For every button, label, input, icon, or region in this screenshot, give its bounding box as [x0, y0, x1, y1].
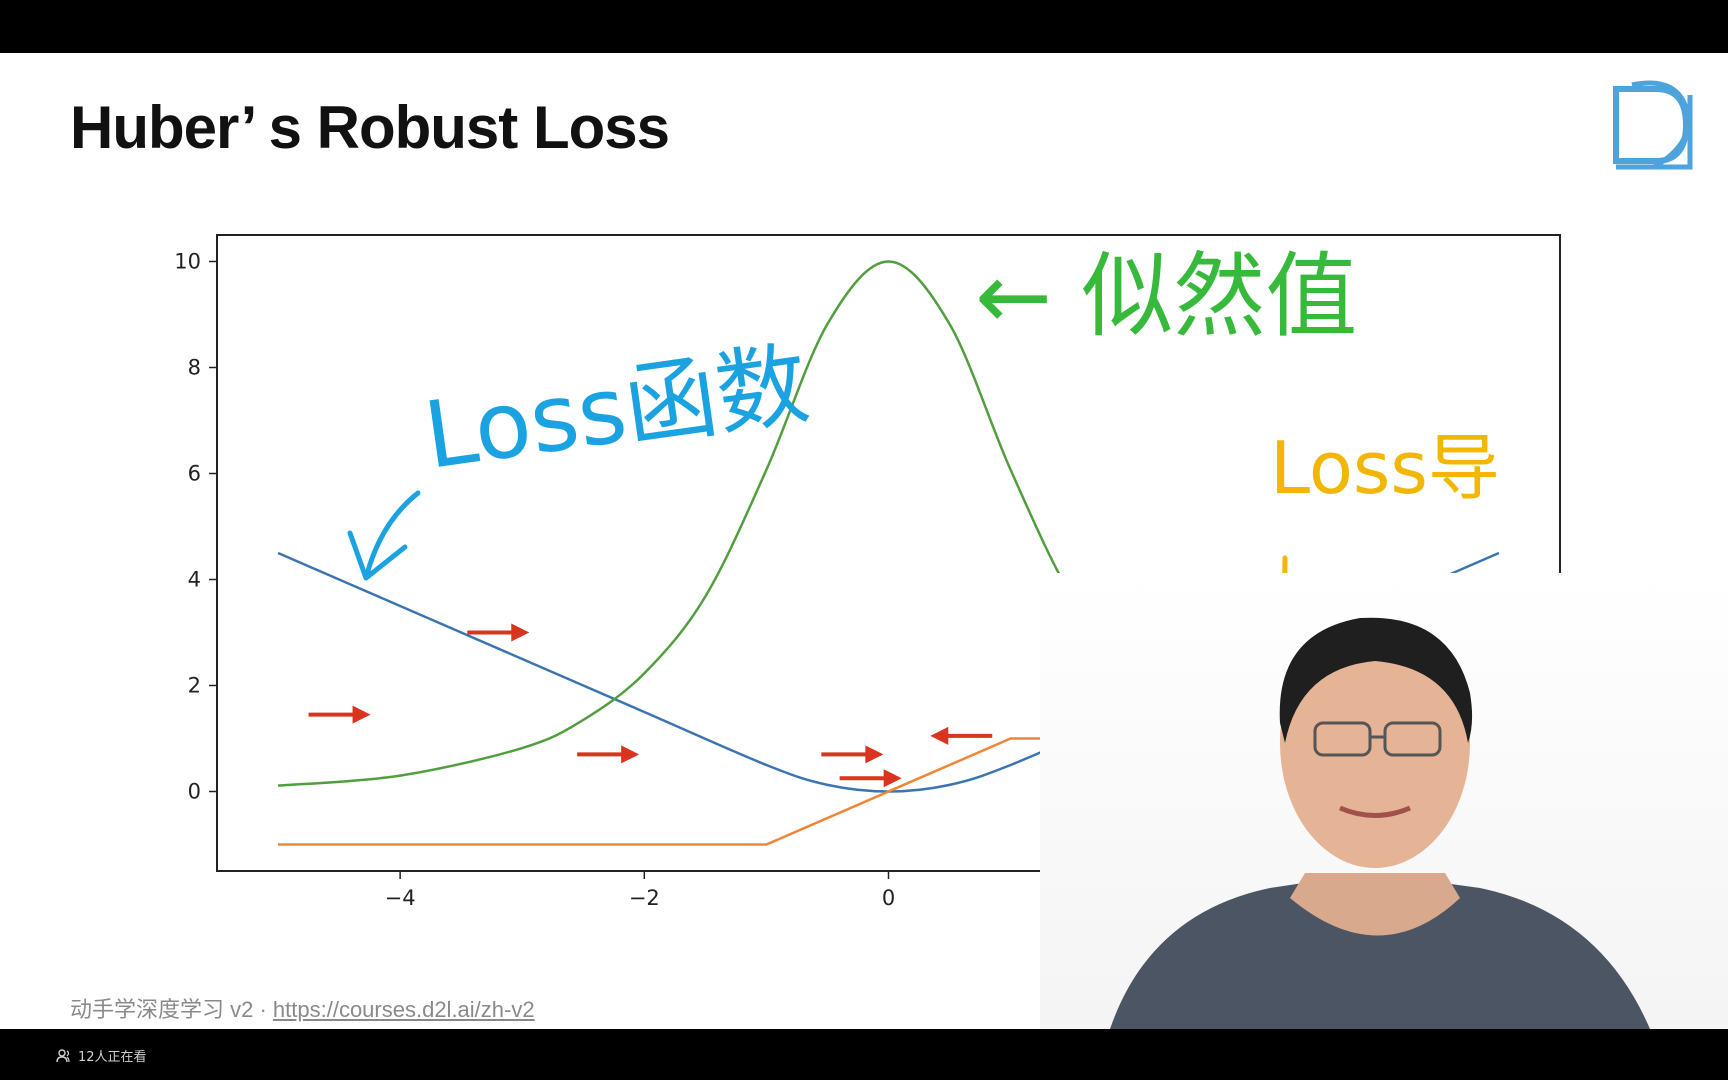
people-icon	[56, 1048, 70, 1062]
viewer-count-text: 12人正在看	[78, 1050, 147, 1065]
y-tick-label: 10	[174, 250, 201, 274]
viewer-count: 12人正在看	[56, 1046, 147, 1065]
slide-footer: 动手学深度学习 v2 · https://courses.d2l.ai/zh-v…	[70, 992, 535, 1024]
d2l-logo-icon	[1613, 80, 1693, 170]
gradient-arrow	[467, 623, 530, 642]
y-tick-label: 2	[188, 674, 201, 698]
gradient-arrow	[308, 705, 371, 724]
gradient-arrow	[821, 745, 884, 764]
bottom-black-bar: 12人正在看	[0, 1029, 1728, 1080]
course-link[interactable]: https://courses.d2l.ai/zh-v2	[272, 997, 535, 1022]
gradient-arrow	[930, 726, 993, 745]
x-tick-label: −2	[629, 886, 660, 910]
top-black-bar	[0, 0, 1728, 53]
x-tick-label: −4	[385, 886, 416, 910]
gradient-arrow	[839, 769, 902, 788]
gradient-arrow	[577, 745, 640, 764]
y-tick-label: 0	[188, 780, 201, 804]
y-tick-label: 4	[188, 568, 201, 592]
presenter-webcam	[1040, 573, 1728, 1029]
course-name: 动手学深度学习 v2 ·	[70, 997, 273, 1022]
x-tick-label: 0	[882, 886, 895, 910]
presenter-silhouette-icon	[1110, 617, 1650, 1029]
slide-title: Huber’ s Robust Loss	[70, 94, 670, 161]
y-tick-label: 6	[188, 462, 201, 486]
y-tick-label: 8	[188, 356, 201, 380]
